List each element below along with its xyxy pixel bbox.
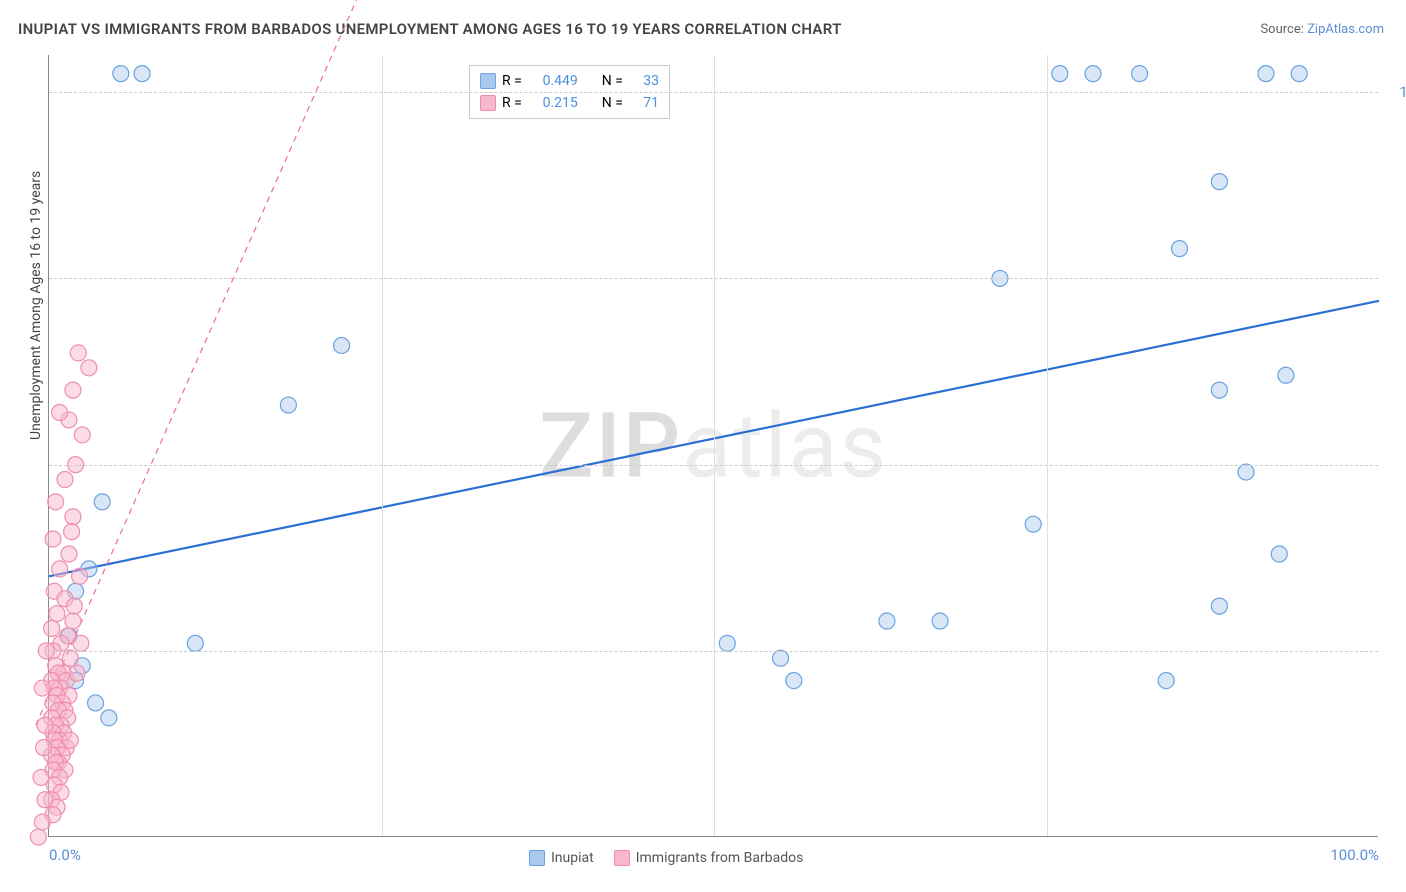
data-point (1211, 598, 1227, 614)
data-point (74, 427, 90, 443)
data-point (81, 360, 97, 376)
legend-row: R = 0.215 N = 71 (480, 92, 659, 114)
data-point (33, 769, 49, 785)
gridline-v (714, 55, 715, 836)
legend-swatch (614, 850, 630, 866)
data-point (61, 546, 77, 562)
data-point (65, 509, 81, 525)
n-label: N = (602, 95, 623, 111)
data-point (69, 665, 85, 681)
data-point (44, 620, 60, 636)
data-point (1052, 66, 1068, 82)
data-point (1271, 546, 1287, 562)
data-point (72, 568, 88, 584)
data-point (719, 635, 735, 651)
chart-plot-area: ZIPatlas R =0.449N =33R =0.215N =71 Inup… (48, 55, 1378, 837)
n-value: 33 (629, 73, 659, 89)
y-tick-label: 25.0% (1388, 642, 1406, 660)
n-value: 71 (629, 95, 659, 111)
data-point (1211, 382, 1227, 398)
data-point (49, 606, 65, 622)
legend-swatch (480, 73, 496, 89)
data-point (1172, 241, 1188, 257)
r-label: R = (502, 73, 522, 89)
r-value: 0.215 (528, 95, 578, 111)
data-point (34, 680, 50, 696)
data-point (48, 494, 64, 510)
data-point (66, 598, 82, 614)
data-point (187, 635, 203, 651)
data-point (52, 404, 68, 420)
legend-swatch (529, 850, 545, 866)
data-point (73, 635, 89, 651)
source-attribution: Source: ZipAtlas.com (1260, 22, 1384, 37)
source-label: Source: (1260, 22, 1303, 37)
y-tick-label: 50.0% (1388, 456, 1406, 474)
data-point (1291, 66, 1307, 82)
data-point (786, 673, 802, 689)
legend-label: Immigrants from Barbados (636, 850, 804, 866)
data-point (1025, 516, 1041, 532)
legend-swatch (480, 95, 496, 111)
data-point (62, 732, 78, 748)
series-legend: Inupiat Immigrants from Barbados (529, 850, 803, 866)
data-point (34, 814, 50, 830)
data-point (1238, 464, 1254, 480)
legend-item: Inupiat (529, 850, 594, 866)
data-point (94, 494, 110, 510)
data-point (134, 66, 150, 82)
y-tick-label: 100.0% (1388, 83, 1406, 101)
data-point (334, 337, 350, 353)
source-link[interactable]: ZipAtlas.com (1307, 22, 1384, 37)
data-point (1158, 673, 1174, 689)
data-point (88, 695, 104, 711)
data-point (65, 613, 81, 629)
data-point (36, 740, 52, 756)
data-point (45, 531, 61, 547)
data-point (932, 613, 948, 629)
r-value: 0.449 (528, 73, 578, 89)
r-label: R = (502, 95, 522, 111)
data-point (1132, 66, 1148, 82)
y-tick-label: 75.0% (1388, 269, 1406, 287)
gridline-v (382, 55, 383, 836)
chart-title: INUPIAT VS IMMIGRANTS FROM BARBADOS UNEM… (18, 20, 842, 38)
data-point (62, 650, 78, 666)
data-point (64, 524, 80, 540)
data-point (65, 382, 81, 398)
data-point (70, 345, 86, 361)
data-point (57, 472, 73, 488)
x-tick-label: 0.0% (49, 846, 81, 864)
data-point (37, 792, 53, 808)
data-point (1211, 174, 1227, 190)
data-point (773, 650, 789, 666)
data-point (101, 710, 117, 726)
gridline-v (1047, 55, 1048, 836)
n-label: N = (602, 73, 623, 89)
legend-row: R = 0.449 N = 33 (480, 70, 659, 92)
y-axis-label: Unemployment Among Ages 16 to 19 years (28, 171, 44, 440)
legend-item: Immigrants from Barbados (614, 850, 804, 866)
data-point (37, 717, 53, 733)
legend-label: Inupiat (551, 850, 594, 866)
data-point (52, 561, 68, 577)
data-point (1258, 66, 1274, 82)
data-point (113, 66, 129, 82)
x-tick-label: 100.0% (1330, 846, 1379, 864)
data-point (1278, 367, 1294, 383)
data-point (879, 613, 895, 629)
data-point (1085, 66, 1101, 82)
data-point (280, 397, 296, 413)
data-point (30, 829, 46, 845)
